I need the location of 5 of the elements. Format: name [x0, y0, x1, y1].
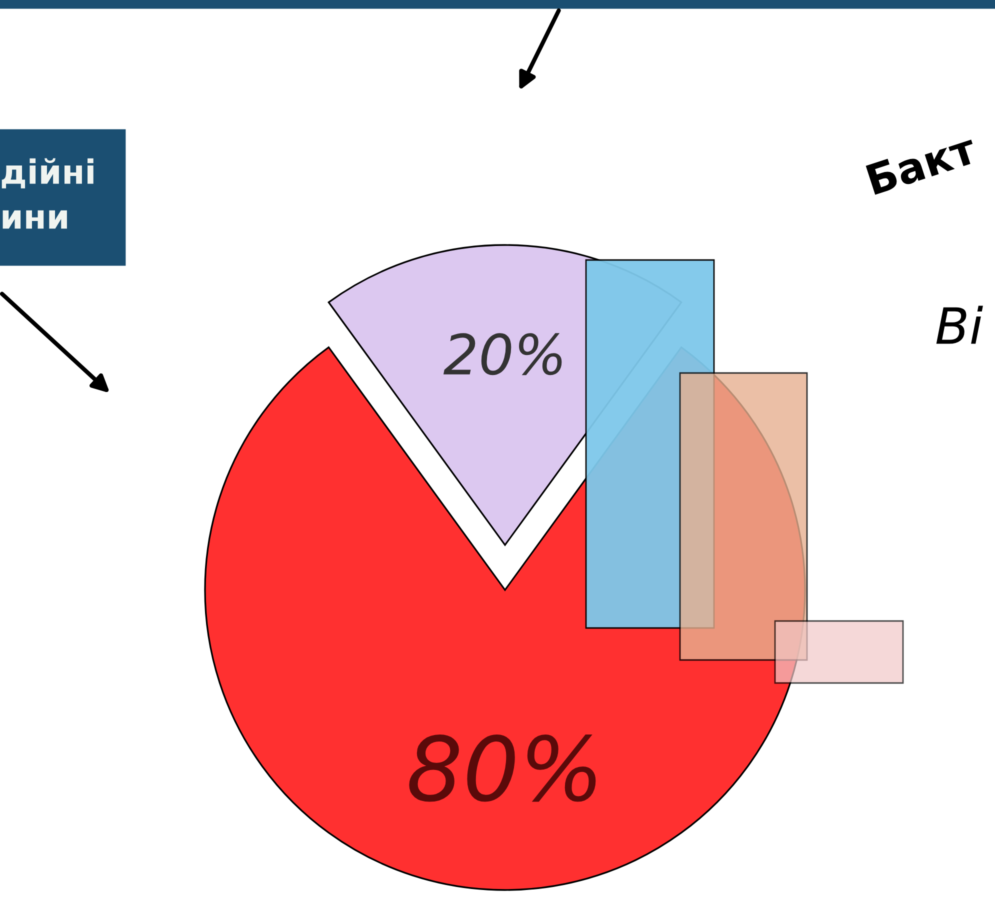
data-label: 80% [409, 734, 596, 802]
text: Ві [936, 306, 983, 344]
text: дійні ини [2, 158, 94, 229]
data-label: 20% [443, 333, 562, 376]
text: Бакт [866, 132, 978, 196]
